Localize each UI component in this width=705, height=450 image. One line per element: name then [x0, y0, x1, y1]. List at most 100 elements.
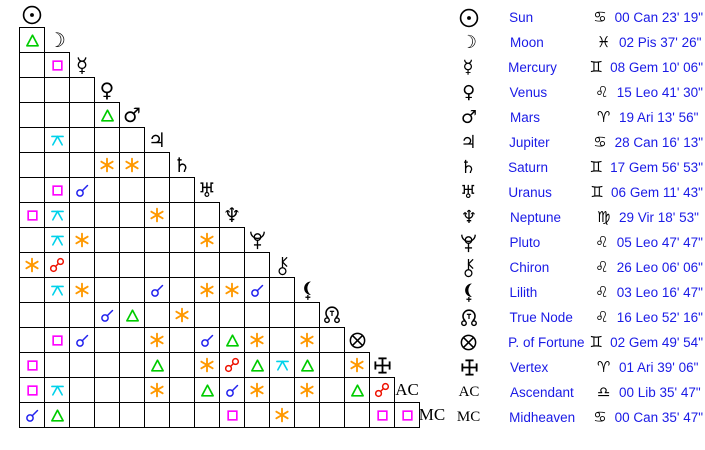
sextile-icon — [299, 332, 315, 348]
true-node-icon — [455, 307, 483, 329]
midheaven-label: MC — [455, 409, 482, 426]
chiron-symbol — [269, 252, 295, 278]
aspect-cell-pof-neptune — [219, 327, 245, 353]
aspect-cell-neptune-moon — [44, 202, 70, 228]
conjunction-icon — [250, 283, 265, 298]
jupiter-symbol: ♃ — [144, 127, 170, 153]
aspect-cell-jupiter-moon — [44, 127, 70, 153]
pluto-symbol — [244, 227, 270, 253]
aspect-cell-uranus-moon — [44, 177, 70, 203]
ascendant-label: AC — [458, 384, 480, 400]
sextile-icon — [149, 382, 165, 398]
aspect-cell-vertex-truenode — [319, 352, 345, 378]
grid-row-mercury: ☿ — [19, 52, 95, 78]
planet-name: P. of Fortune — [508, 335, 585, 350]
aspect-cell-ac-pof — [344, 377, 370, 403]
planet-name: Saturn — [508, 160, 548, 175]
table-row-mc: MC Midheaven ♋ 00 Can 35' 47" — [455, 405, 703, 430]
table-row-saturn: ♄ Saturn ♊ 17 Gem 56' 53" — [455, 155, 703, 180]
aspect-cell-venus-mercury — [69, 77, 95, 103]
planet-position: 15 Leo 41' 30" — [616, 85, 703, 100]
aspect-cell-vertex-neptune — [219, 352, 245, 378]
sextile-icon — [199, 232, 215, 248]
aspect-cell-lilith-venus — [94, 277, 120, 303]
aspect-cell-mc-jupiter — [144, 402, 170, 428]
aries-sign-icon: ♈ — [597, 358, 611, 376]
trine-icon — [150, 358, 165, 373]
uranus-symbol: ♅ — [194, 177, 220, 203]
quincunx-icon — [50, 208, 65, 223]
aspect-cell-jupiter-venus — [94, 127, 120, 153]
aspect-cell-pluto-neptune — [219, 227, 245, 253]
sextile-icon — [74, 232, 90, 248]
grid-row-pluto — [19, 227, 270, 253]
aspect-cell-vertex-lilith — [294, 352, 320, 378]
mars-icon: ♂ — [455, 108, 483, 127]
planet-position: 00 Can 23' 19" — [614, 10, 703, 25]
aspect-cell-ac-lilith — [294, 377, 320, 403]
venus-icon: ♀ — [455, 83, 483, 102]
aspect-cell-truenode-uranus — [194, 302, 220, 328]
sextile-icon — [149, 207, 165, 223]
aspect-cell-ac-venus — [94, 377, 120, 403]
trine-icon — [350, 383, 365, 398]
aspect-cell-pluto-jupiter — [144, 227, 170, 253]
conjunction-icon — [75, 183, 90, 198]
aspect-cell-pof-jupiter — [144, 327, 170, 353]
conjunction-icon — [225, 383, 240, 398]
leo-sign-icon: ♌ — [595, 83, 609, 101]
midheaven-label: MC — [456, 409, 481, 425]
planet-position: 08 Gem 10' 06" — [610, 60, 703, 75]
grid-row-chiron — [19, 252, 295, 278]
square-icon — [51, 59, 64, 72]
part-of-fortune-icon — [455, 333, 481, 352]
aspect-cell-pof-venus — [94, 327, 120, 353]
opposition-icon — [49, 257, 65, 273]
aspect-cell-uranus-sun — [19, 177, 45, 203]
moon-icon: ☽ — [48, 28, 66, 52]
aspect-cell-chiron-mars — [119, 252, 145, 278]
square-icon — [226, 409, 239, 422]
aspect-cell-ac-sun — [19, 377, 45, 403]
aspect-cell-jupiter-sun — [19, 127, 45, 153]
aspect-cell-vertex-moon — [44, 352, 70, 378]
aspect-cell-neptune-mercury — [69, 202, 95, 228]
aspect-cell-mars-mercury — [69, 102, 95, 128]
uranus-icon: ♅ — [198, 178, 216, 202]
conjunction-icon — [25, 408, 40, 423]
aspect-cell-ac-mars — [119, 377, 145, 403]
planet-position: 01 Ari 39' 06" — [619, 360, 699, 375]
sextile-icon — [149, 332, 165, 348]
grid-row-saturn: ♄ — [19, 152, 195, 178]
neptune-icon: ♆ — [455, 208, 483, 227]
planet-position: 03 Leo 16' 47" — [616, 285, 703, 300]
planet-name: Uranus — [508, 185, 552, 200]
grid-row-moon: ☽ — [19, 27, 70, 53]
aspect-cell-moon-sun — [19, 27, 45, 53]
aspect-cell-saturn-venus — [94, 152, 120, 178]
sextile-icon — [24, 257, 40, 273]
table-row-neptune: ♆ Neptune ♍ 29 Vir 18' 53" — [455, 205, 703, 230]
aspect-cell-vertex-jupiter — [144, 352, 170, 378]
truenode-symbol — [319, 302, 345, 328]
aspect-cell-saturn-mars — [119, 152, 145, 178]
planet-position: 29 Vir 18' 53" — [619, 210, 699, 225]
square-icon — [51, 334, 64, 347]
aspect-cell-mc-sun — [19, 402, 45, 428]
table-row-truenode: True Node ♌ 16 Leo 52' 16" — [455, 305, 703, 330]
aspect-cell-chiron-venus — [94, 252, 120, 278]
venus-symbol: ♀ — [94, 77, 120, 103]
aspect-cell-mc-vertex — [369, 402, 395, 428]
table-row-chiron: Chiron ♌ 26 Leo 06' 06" — [455, 255, 703, 280]
aspect-cell-truenode-chiron — [269, 302, 295, 328]
planet-position: 16 Leo 52' 16" — [616, 310, 703, 325]
square-icon — [376, 409, 389, 422]
aspect-cell-mars-moon — [44, 102, 70, 128]
aspect-cell-uranus-saturn — [169, 177, 195, 203]
aspect-cell-truenode-neptune — [219, 302, 245, 328]
aspect-cell-pof-pluto — [244, 327, 270, 353]
square-icon — [26, 384, 39, 397]
lilith-symbol — [294, 277, 320, 303]
table-row-pof: P. of Fortune ♊ 02 Gem 49' 54" — [455, 330, 703, 355]
ac-symbol: AC — [394, 377, 420, 403]
